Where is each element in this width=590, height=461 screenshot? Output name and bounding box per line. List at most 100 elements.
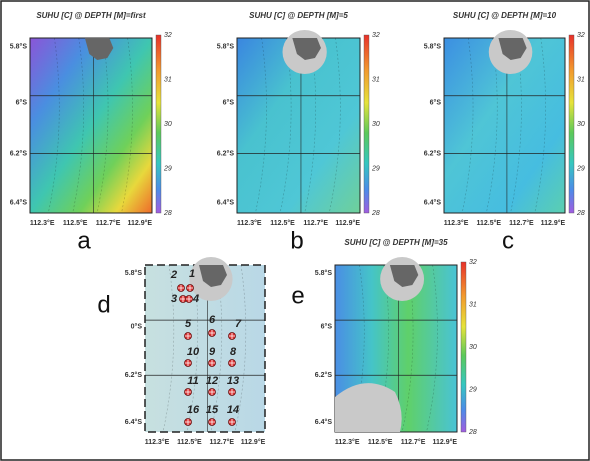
station-cross <box>180 296 186 302</box>
contour <box>401 264 414 433</box>
x-tick-label: 112.3°E <box>145 438 170 446</box>
station-label: 5 <box>185 318 192 330</box>
y-tick-label: 6.4°S <box>125 418 143 426</box>
x-tick-label: 112.5°E <box>177 438 202 446</box>
panel-title: SUHU [C] @ DEPTH [M]=10 <box>453 11 557 20</box>
x-tick-label: 112.5°E <box>368 438 393 446</box>
y-tick-label: 5.8°S <box>125 269 143 277</box>
x-tick-label: 112.7°E <box>401 438 426 446</box>
station-label: 9 <box>209 346 216 358</box>
contour <box>162 264 175 433</box>
colorbar-label: 29 <box>576 165 585 172</box>
colorbar-label: 28 <box>163 210 172 217</box>
station-cross <box>209 419 215 425</box>
contour <box>121 37 133 214</box>
x-tick-label: 112.5°E <box>63 219 88 227</box>
station-label: 8 <box>230 346 237 358</box>
island <box>292 38 321 60</box>
colorbar-label: 30 <box>164 121 172 128</box>
y-tick-label: 6.4°S <box>10 198 28 206</box>
station-label: 4 <box>192 293 199 305</box>
x-tick-label: 112.9°E <box>241 438 266 446</box>
contour <box>48 37 60 214</box>
y-tick-label: 6.2°S <box>125 371 143 379</box>
panel-letter: c <box>502 227 514 254</box>
colorbar-label: 31 <box>577 76 585 83</box>
colorbar <box>568 34 575 214</box>
island <box>498 38 527 60</box>
colorbar-label: 31 <box>164 76 172 83</box>
station-cross <box>185 389 191 395</box>
station-label: 7 <box>235 318 242 330</box>
colorbar-label: 30 <box>577 121 585 128</box>
panel-letter: b <box>290 227 303 254</box>
station-label: 14 <box>227 404 239 416</box>
contour <box>210 264 223 433</box>
panel-letter: e <box>291 282 304 309</box>
colorbar <box>460 261 467 433</box>
panel-letter: a <box>77 227 91 254</box>
colorbar-label: 30 <box>372 121 380 128</box>
y-tick-label: 6.4°S <box>217 198 235 206</box>
colorbar-label: 29 <box>163 165 172 172</box>
y-tick-label: 6°S <box>321 323 333 331</box>
panel-title: SUHU [C] @ DEPTH [M]=first <box>36 11 146 20</box>
y-tick-label: 6.4°S <box>315 418 333 426</box>
x-tick-label: 112.7°E <box>303 219 328 227</box>
panel-letter: d <box>97 291 110 318</box>
y-tick-label: 5.8°S <box>424 43 442 51</box>
station-cross <box>229 419 235 425</box>
colorbar-label: 28 <box>576 210 585 217</box>
colorbar-label: 32 <box>469 259 477 266</box>
island <box>84 38 114 60</box>
x-tick-label: 112.3°E <box>237 219 262 227</box>
station-cross <box>186 296 192 302</box>
panel-title: SUHU [C] @ DEPTH [M]=5 <box>249 11 348 20</box>
station-label: 6 <box>209 314 216 326</box>
x-tick-label: 112.9°E <box>127 219 152 227</box>
y-tick-label: 6°S <box>430 99 442 107</box>
x-tick-label: 112.9°E <box>432 438 457 446</box>
station-cross <box>209 360 215 366</box>
x-tick-label: 112.7°E <box>209 438 234 446</box>
station-cross <box>178 285 184 291</box>
map <box>29 37 153 214</box>
x-tick-label: 112.5°E <box>476 219 501 227</box>
island <box>199 265 227 287</box>
y-tick-label: 6.2°S <box>10 149 28 157</box>
colorbar-label: 32 <box>577 32 585 39</box>
island <box>389 265 419 287</box>
x-tick-label: 112.7°E <box>509 219 534 227</box>
colorbar-label: 31 <box>469 301 477 308</box>
station-label: 1 <box>189 268 195 280</box>
contour <box>96 37 109 214</box>
colorbar-label: 30 <box>469 344 477 351</box>
contour <box>255 37 267 214</box>
contour <box>426 264 438 433</box>
contour <box>72 37 84 214</box>
colorbar-label: 28 <box>468 429 477 436</box>
station-label: 3 <box>171 293 177 305</box>
colorbar <box>155 34 162 214</box>
station-cross <box>185 360 191 366</box>
station-label: 13 <box>227 375 239 387</box>
station-cross <box>187 285 193 291</box>
colorbar-label: 32 <box>372 32 380 39</box>
contour <box>234 264 247 433</box>
station-label: 10 <box>187 346 200 358</box>
x-tick-label: 112.3°E <box>444 219 469 227</box>
panel-title: SUHU [C] @ DEPTH [M]=35 <box>344 238 448 247</box>
y-tick-label: 6°S <box>223 99 235 107</box>
station-cross <box>229 389 235 395</box>
station-label: 15 <box>206 404 219 416</box>
station-cross <box>229 360 235 366</box>
station-label: 2 <box>170 269 177 281</box>
y-tick-label: 5.8°S <box>315 269 333 277</box>
x-tick-label: 112.3°E <box>335 438 360 446</box>
y-tick-label: 5.8°S <box>217 43 235 51</box>
y-tick-label: 6°S <box>16 99 28 107</box>
contour <box>186 264 199 433</box>
shallow-area <box>335 383 402 432</box>
